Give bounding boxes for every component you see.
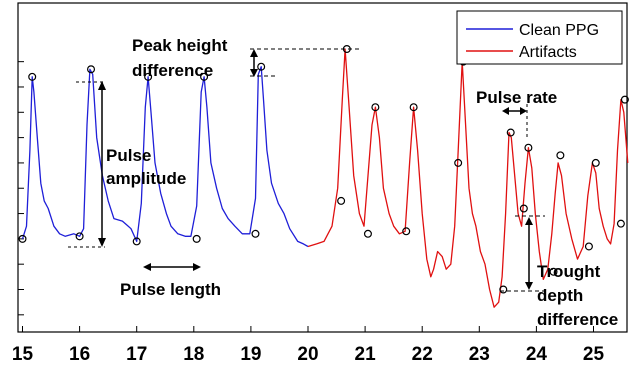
point-marker — [549, 267, 558, 276]
trough-depth-label-line1: Trought — [537, 262, 601, 281]
x-tick-label: 17 — [126, 344, 147, 365]
x-tick-label: 21 — [355, 344, 377, 365]
legend-label-artifacts: Artifacts — [519, 44, 577, 61]
pulse-amplitude-label-line2: amplitude — [106, 169, 186, 188]
peak-height-arrowhead-top — [250, 49, 258, 57]
trough-depth-arrowhead-bottom — [525, 282, 533, 290]
series-line-clean-ppg — [21, 66, 309, 248]
point-marker — [75, 232, 84, 241]
pulse-length-arrowhead-left — [143, 263, 151, 271]
x-tick-label: 19 — [240, 344, 261, 365]
x-tick-label: 24 — [526, 344, 548, 365]
pulse-amplitude-arrowhead-top — [98, 81, 106, 90]
point-marker — [132, 237, 141, 246]
x-tick-label: 23 — [469, 344, 490, 365]
x-tick-label: 16 — [69, 344, 90, 365]
pulse-rate-arrowhead-right — [520, 107, 527, 115]
legend-label-clean: Clean PPG — [519, 22, 599, 39]
pulse-length-label: Pulse length — [120, 280, 221, 299]
point-marker — [499, 285, 508, 294]
trough-depth-label-line3: difference — [537, 310, 618, 329]
point-marker — [87, 65, 96, 74]
series-layer — [21, 48, 629, 308]
peak-height-label-line1: Peak height — [132, 36, 228, 55]
point-marker — [28, 72, 37, 81]
point-marker — [200, 72, 209, 81]
trough-depth-arrowhead-top — [525, 217, 533, 225]
point-marker — [337, 196, 346, 205]
point-marker — [363, 229, 372, 238]
point-marker — [519, 204, 528, 213]
point-marker — [144, 72, 153, 81]
trough-depth-label-line2: depth — [537, 286, 583, 305]
pulse-rate-label: Pulse rate — [476, 88, 557, 107]
x-tick-label: 22 — [412, 344, 433, 365]
pulse-length-arrowhead-right — [193, 263, 201, 271]
annotation-guides — [68, 48, 545, 292]
series-line-artifacts — [307, 48, 629, 308]
point-marker — [556, 151, 565, 160]
point-marker — [409, 103, 418, 112]
pulse-rate-arrowhead-left — [502, 107, 509, 115]
legend: Clean PPG Artifacts — [456, 10, 623, 65]
point-marker — [454, 158, 463, 167]
peak-height-label-line2: difference — [132, 61, 213, 80]
peak-height-arrowhead-bottom — [250, 69, 258, 77]
y-axis-ticks — [18, 61, 24, 316]
point-marker — [192, 234, 201, 243]
point-marker — [257, 62, 266, 71]
point-marker — [402, 227, 411, 236]
pulse-amplitude-label-line1: Pulse — [106, 146, 151, 165]
x-tick-label: 25 — [583, 344, 605, 365]
x-tick-label: 20 — [297, 344, 318, 365]
x-axis-ticks: 15 16 17 18 19 20 21 22 23 24 25 — [12, 326, 605, 365]
point-marker — [371, 103, 380, 112]
point-marker — [616, 219, 625, 228]
point-marker — [506, 128, 515, 137]
point-marker — [524, 143, 533, 152]
pulse-amplitude-arrowhead-bottom — [98, 238, 106, 247]
x-tick-label: 18 — [183, 344, 204, 365]
point-marker — [620, 95, 629, 104]
point-marker — [251, 229, 260, 238]
x-tick-label: 15 — [12, 344, 34, 365]
point-marker — [591, 158, 600, 167]
legend-box — [456, 10, 623, 65]
point-marker — [18, 234, 27, 243]
point-marker — [584, 242, 593, 251]
